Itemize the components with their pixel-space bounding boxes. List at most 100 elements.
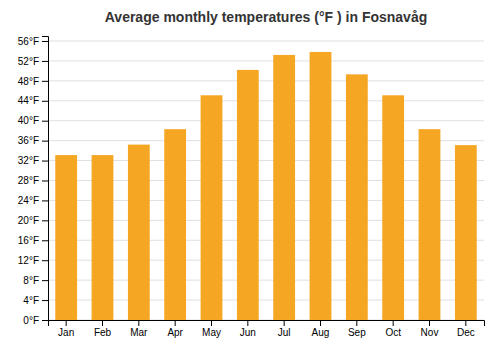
tick: 28°F (18, 175, 48, 186)
tick: 40°F (18, 115, 48, 126)
tick-label: 40°F (18, 115, 39, 126)
tick-mark (102, 320, 103, 326)
tick-label: 12°F (18, 255, 39, 266)
tick-label: Nov (421, 327, 439, 338)
tick: Oct (385, 320, 401, 338)
tick-mark (138, 320, 139, 326)
tick-mark (42, 280, 48, 281)
axis-line (49, 321, 485, 327)
tick-mark (356, 320, 357, 326)
tick-label: Jun (240, 327, 256, 338)
tick-mark (42, 41, 48, 42)
tick-label: 36°F (18, 135, 39, 146)
tick: Jan (58, 320, 74, 338)
tick: 24°F (18, 195, 48, 206)
tick: 20°F (18, 215, 48, 226)
tick: Apr (167, 320, 183, 338)
tick: 8°F (23, 275, 48, 286)
tick-label: Feb (94, 327, 112, 338)
tick: Feb (94, 320, 112, 338)
tick: 4°F (23, 295, 48, 306)
tick-mark (42, 260, 48, 261)
tick-label: Jan (58, 327, 74, 338)
bar (201, 95, 223, 320)
tick-mark (465, 320, 466, 326)
tick-mark (393, 320, 394, 326)
tick-label: 24°F (18, 195, 39, 206)
tick-mark (42, 220, 48, 221)
tick-mark (284, 320, 285, 326)
grid-line (48, 100, 484, 101)
grid-line (48, 120, 484, 121)
tick-label: Mar (130, 327, 148, 338)
tick-label: 48°F (18, 76, 39, 87)
tick-label: Jul (278, 327, 291, 338)
tick-mark (42, 180, 48, 181)
y-axis: 0°F 4°F 8°F 12°F 16°F 20°F 24°F 28°F 32°F 36°F 40°… (18, 36, 49, 326)
tick-mark (429, 320, 430, 326)
tick: Dec (457, 320, 475, 338)
tick-mark (175, 320, 176, 326)
tick: 48°F (18, 76, 48, 87)
tick-mark (320, 320, 321, 326)
bar (92, 155, 114, 320)
tick: 36°F (18, 135, 48, 146)
tick-mark (42, 81, 48, 82)
tick-mark (211, 320, 212, 326)
tick-label: 44°F (18, 95, 39, 106)
tick: Mar (130, 320, 148, 338)
tick: Aug (312, 320, 330, 338)
grid-line (48, 40, 484, 41)
tick-label: 28°F (18, 175, 39, 186)
bar (346, 74, 368, 320)
tick-label: 16°F (18, 235, 39, 246)
tick: 52°F (18, 56, 48, 67)
tick-label: 4°F (23, 295, 39, 306)
tick-mark (42, 300, 48, 301)
tick-mark (42, 240, 48, 241)
bar (237, 70, 259, 320)
tick-label: 8°F (23, 275, 39, 286)
tick: 12°F (18, 255, 48, 266)
tick: May (202, 320, 221, 338)
x-axis: Jan Feb Mar Apr May Jun Jul Aug Sep Oct Nov Dec (49, 320, 485, 338)
tick: 44°F (18, 95, 48, 106)
bar (382, 95, 404, 320)
bar (55, 155, 77, 320)
bar (128, 145, 150, 320)
tick: Nov (421, 320, 439, 338)
tick-label: Oct (385, 327, 401, 338)
tick-label: 32°F (18, 155, 39, 166)
axis-line (42, 37, 49, 321)
tick-mark (66, 320, 67, 326)
tick-mark (42, 161, 48, 162)
grid-line (48, 60, 484, 61)
grid (48, 41, 484, 320)
tick-label: 0°F (23, 315, 39, 326)
tick: Jul (278, 320, 291, 338)
tick: 16°F (18, 235, 48, 246)
tick-mark (42, 61, 48, 62)
tick: Sep (348, 320, 366, 338)
bar (164, 129, 186, 320)
tick-mark (42, 141, 48, 142)
tick-label: Sep (348, 327, 366, 338)
tick-label: Apr (167, 327, 183, 338)
bar (455, 145, 477, 320)
tick-label: May (202, 327, 221, 338)
tick-mark (42, 200, 48, 201)
bar (419, 129, 441, 320)
tick: 0°F (23, 315, 48, 326)
tick: 32°F (18, 155, 48, 166)
tick-mark (247, 320, 248, 326)
plot: 0°F 4°F 8°F 12°F 16°F 20°F 24°F 28°F 32°F 36°F 40°… (18, 36, 485, 338)
tick-label: 52°F (18, 56, 39, 67)
tick-mark (42, 320, 48, 321)
tick-label: 20°F (18, 215, 39, 226)
grid-line (48, 80, 484, 81)
tick-label: Aug (312, 327, 330, 338)
title: Average monthly temperatures (°F ) in Fo… (105, 9, 428, 25)
bar (310, 52, 332, 320)
tick: 56°F (18, 36, 48, 47)
bars (55, 52, 476, 320)
